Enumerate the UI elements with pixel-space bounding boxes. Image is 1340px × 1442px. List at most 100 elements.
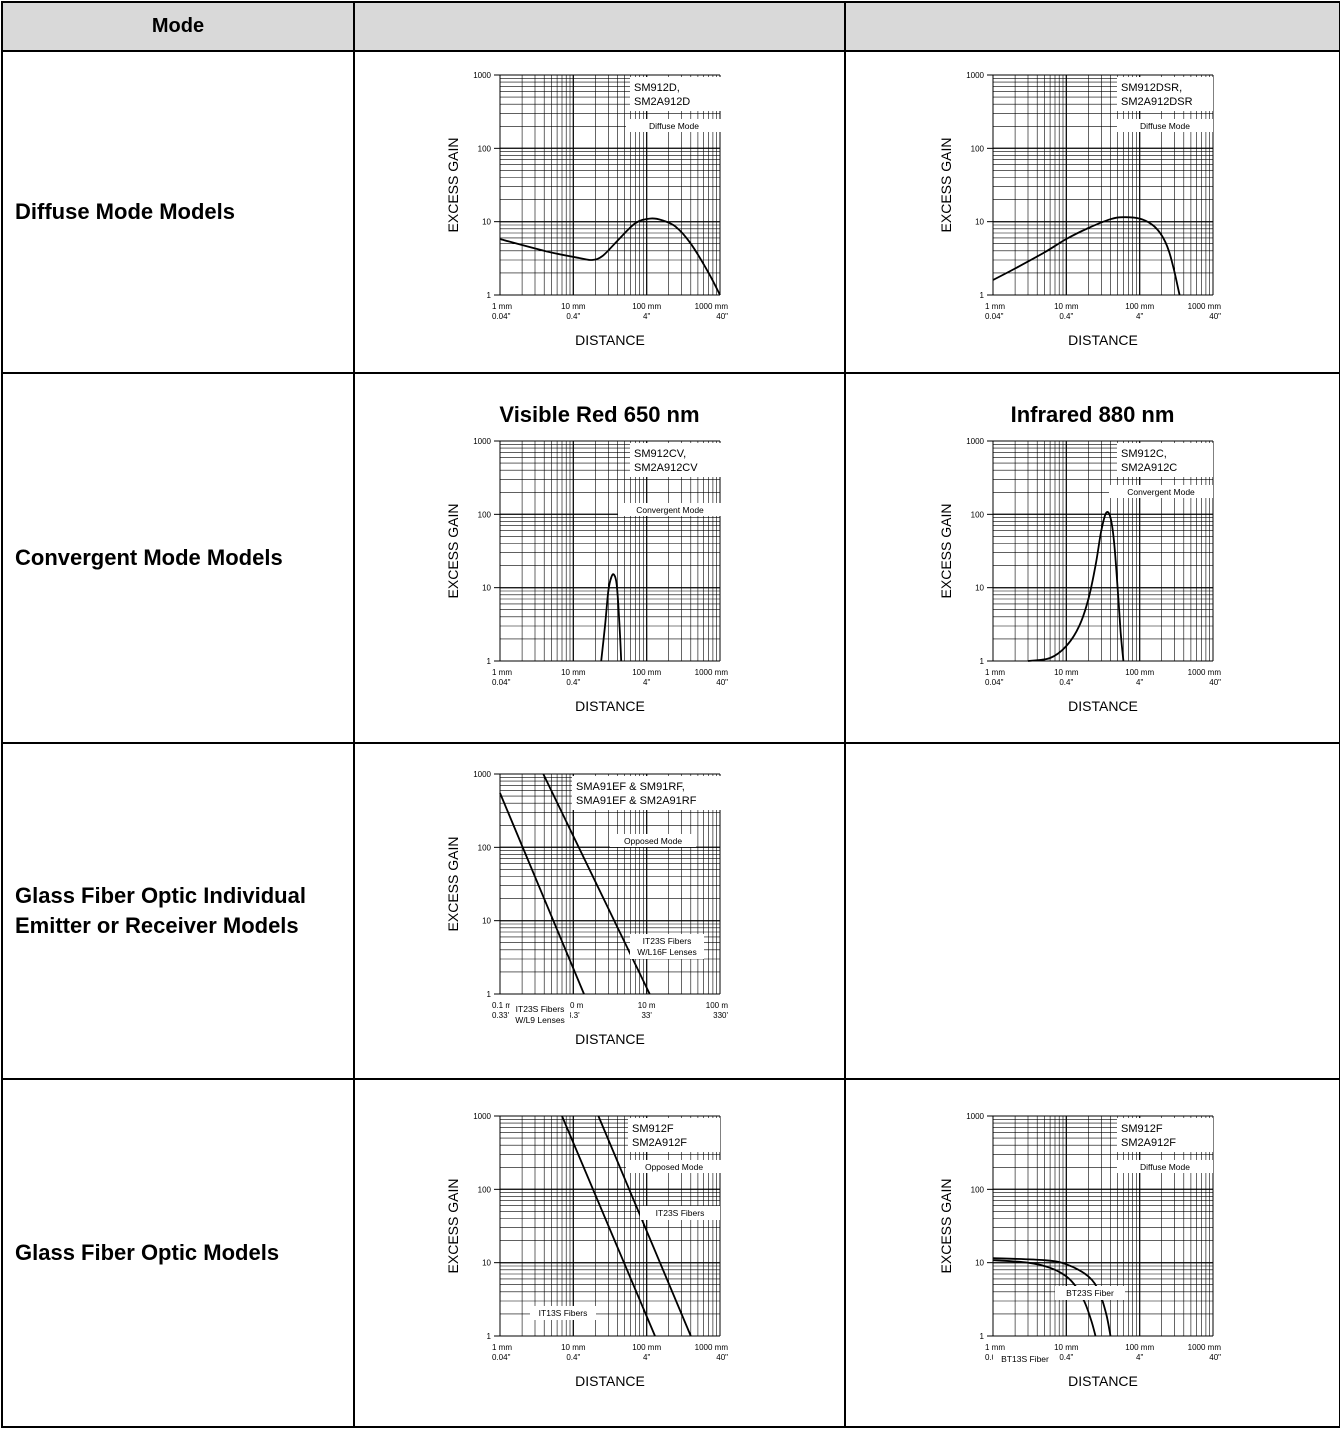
visible-red-title: Visible Red 650 nm xyxy=(499,402,700,427)
legend-text: SM2A912CV xyxy=(634,462,698,474)
y-tick-label: 1000 xyxy=(473,1112,491,1121)
mode-label-box xyxy=(1108,485,1213,498)
row-label-glass-individual: Glass Fiber Optic Individual Emitter or … xyxy=(1,742,355,1080)
x-tick-label: 1000 mm xyxy=(1187,1343,1221,1352)
x-tick-label: 100 mm xyxy=(632,668,661,677)
annotation-text: IT13S Fibers xyxy=(538,1308,587,1318)
y-tick-label: 100 xyxy=(970,144,984,153)
y-tick-label: 100 xyxy=(970,510,984,519)
y-tick-label: 100 xyxy=(970,1185,984,1194)
x-tick-label: 1000 mm xyxy=(1187,302,1221,311)
x-tick-label-imperial: 4" xyxy=(1136,312,1143,321)
annotation-text: IT23S Fibers xyxy=(642,936,691,946)
row-label-line: Glass Fiber Optic Models xyxy=(15,1240,280,1265)
mode-label: Convergent Mode xyxy=(636,505,704,515)
y-tick-label: 1000 xyxy=(473,437,491,446)
legend-box xyxy=(629,77,722,111)
mode-label: Convergent Mode xyxy=(1127,487,1195,497)
y-tick-label: 100 xyxy=(477,1185,491,1194)
chart-c3: 1 10 100 1000 1 mm0.04" 10 mm0.4" 100 mm4" 1000… xyxy=(445,437,728,714)
row-convergent: Convergent Mode Models Visible Red 650 n… xyxy=(1,372,1340,744)
y-axis-title: EXCESS GAIN xyxy=(938,1179,954,1274)
y-tick-label: 10 xyxy=(482,1259,491,1268)
annotation-text: BT23S Fiber xyxy=(1066,1288,1114,1298)
plot-area: 1 10 100 1000 1 mm0.04" 10 mm0.4" 100 mm4" 1000… xyxy=(445,1112,728,1389)
y-axis-title: EXCESS GAIN xyxy=(938,138,954,233)
y-tick-label: 1 xyxy=(979,657,984,666)
x-tick-label-imperial: 0.04" xyxy=(985,312,1004,321)
y-tick-label: 1000 xyxy=(966,71,984,80)
x-tick-label-imperial: 40" xyxy=(1209,312,1221,321)
annotation-text: W/L16F Lenses xyxy=(637,947,697,957)
chart-cell-c4: Infrared 880 nm 1 10 100 1000 1 mm 0.04" 10 mm… xyxy=(844,372,1340,744)
mode-label: Opposed Mode xyxy=(644,1162,702,1172)
legend-text: SM2A912D xyxy=(634,96,690,108)
x-tick-label: 1 mm xyxy=(985,668,1005,677)
x-tick-label-imperial: 40" xyxy=(716,678,728,687)
legend-text: SM912DSR, xyxy=(1121,82,1182,94)
series-line xyxy=(599,573,622,662)
y-tick-label: 1000 xyxy=(966,437,984,446)
y-tick-label: 100 xyxy=(477,843,491,852)
mode-label: Diffuse Mode xyxy=(649,121,699,131)
row-glass: Glass Fiber Optic Models 1 10 100 1000 1 mm 0… xyxy=(1,1078,1340,1428)
series-line xyxy=(498,792,585,995)
annotation-text: IT23S Fibers xyxy=(655,1208,704,1218)
legend-text: SM912D, xyxy=(634,82,680,94)
chart-cell-c1: 1 10 100 1000 1 mm 0.04" 10 mm 0.4" 100 mm 4" 1000… xyxy=(353,50,846,374)
legend-text: SMA91EF & SM91RF, xyxy=(576,781,685,793)
x-tick-label-imperial: 40" xyxy=(1209,678,1221,687)
header-col-2 xyxy=(353,1,846,52)
series-line xyxy=(560,1115,656,1337)
empty-cell xyxy=(844,742,1340,1080)
y-tick-label: 1 xyxy=(486,657,491,666)
mode-label-box xyxy=(609,834,696,847)
y-axis-title: EXCESS GAIN xyxy=(445,138,461,233)
x-tick-label: 10 mm xyxy=(1054,668,1079,677)
chart-cell-c6: 1 10 100 1000 1 mm 0.04" 10 mm 0.4" 100 mm 4" 1000… xyxy=(353,1078,846,1428)
y-tick-label: 1 xyxy=(486,990,491,999)
x-tick-label-imperial: 0.4" xyxy=(1059,678,1073,687)
header-col-3 xyxy=(844,1,1340,52)
chart-c1: 1 10 100 1000 1 mm0.04" 10 mm0.4" 100 mm4" 1000… xyxy=(445,71,728,348)
x-tick-label: 1 mm xyxy=(985,302,1005,311)
row-label-line: Diffuse Mode Models xyxy=(15,199,236,224)
x-axis-title: DISTANCE xyxy=(575,1373,645,1389)
plot-area: 1 10 100 1000 1 mm0.04" 10 mm0.4" 100 mm4" 1000… xyxy=(938,437,1221,714)
x-tick-label: 10 mm xyxy=(561,302,586,311)
row-label-glass: Glass Fiber Optic Models xyxy=(1,1078,355,1428)
y-tick-label: 100 xyxy=(477,510,491,519)
annotation-box xyxy=(992,1352,1057,1366)
chart-c2: 1 10 100 1000 1 mm0.04" 10 mm0.4" 100 mm4" 1000… xyxy=(938,71,1221,348)
y-tick-label: 10 xyxy=(482,584,491,593)
legend-box xyxy=(629,443,722,477)
x-axis-title: DISTANCE xyxy=(1068,332,1138,348)
x-tick-label-imperial: 0.04" xyxy=(492,312,511,321)
x-tick-label-imperial: 0.4" xyxy=(566,312,580,321)
chart-c4: 1 10 100 1000 1 mm0.04" 10 mm0.4" 100 mm4" 1000… xyxy=(938,437,1221,714)
y-tick-label: 1 xyxy=(979,1332,984,1341)
x-axis-title: DISTANCE xyxy=(575,332,645,348)
y-tick-label: 1 xyxy=(979,291,984,300)
x-tick-label: 1.0 m xyxy=(563,1001,583,1010)
series-line xyxy=(597,1115,692,1337)
x-axis-title: DISTANCE xyxy=(575,1031,645,1047)
x-tick-label: 1000 mm xyxy=(694,668,728,677)
row-glass-individual: Glass Fiber Optic Individual Emitter or … xyxy=(1,742,1340,1080)
legend-text: SM2A912F xyxy=(632,1137,687,1149)
chart-cell-c3: Visible Red 650 nm 1 10 100 1000 1 mm 0.04" 10… xyxy=(353,372,846,744)
x-tick-label: 10 mm xyxy=(1054,302,1079,311)
x-tick-label-imperial: 0.4" xyxy=(566,1353,580,1362)
x-axis-title: DISTANCE xyxy=(575,698,645,714)
y-tick-label: 1 xyxy=(486,1332,491,1341)
y-tick-label: 100 xyxy=(477,144,491,153)
header-row: Mode xyxy=(1,1,1340,52)
row-label-line: Convergent Mode Models xyxy=(15,545,283,570)
x-tick-label: 10 mm xyxy=(561,668,586,677)
x-tick-label: 100 mm xyxy=(1125,302,1154,311)
x-tick-label: 1 mm xyxy=(492,302,512,311)
series-line xyxy=(499,217,721,296)
legend-box xyxy=(571,776,722,810)
x-tick-label-imperial: 3.3' xyxy=(567,1011,580,1020)
y-tick-label: 10 xyxy=(975,584,984,593)
